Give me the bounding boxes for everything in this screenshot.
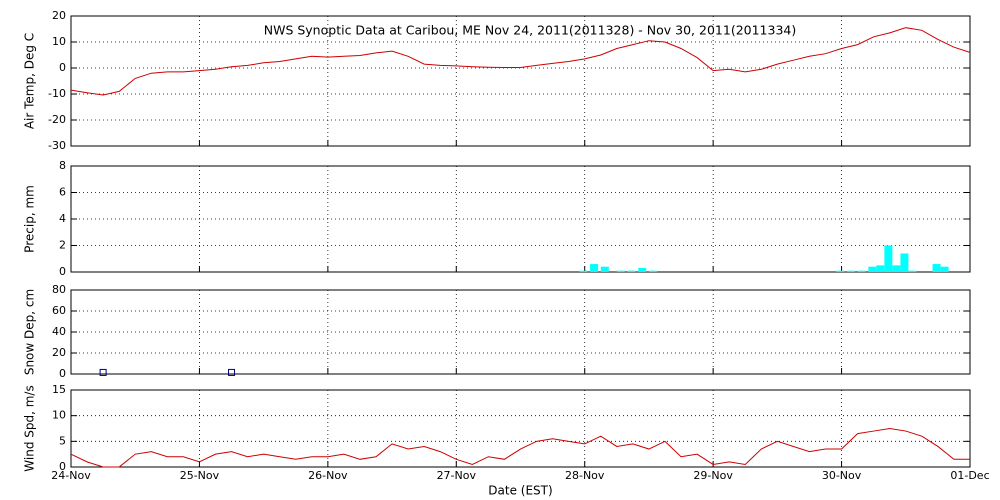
y-tick-label: 0 bbox=[59, 460, 66, 473]
y-tick-label: 80 bbox=[52, 283, 66, 296]
precip-bar bbox=[940, 266, 949, 272]
y-axis-label: Wind Spd, m/s bbox=[23, 385, 37, 471]
y-tick-label: 0 bbox=[59, 61, 66, 74]
precip-bar bbox=[616, 270, 625, 272]
snow-marker bbox=[99, 368, 107, 376]
x-tick-label: 27-Nov bbox=[437, 469, 477, 482]
y-tick-label: 15 bbox=[52, 383, 66, 396]
panel-frame bbox=[70, 15, 971, 147]
y-tick-label: 0 bbox=[59, 265, 66, 278]
x-tick-label: 24-Nov bbox=[51, 469, 91, 482]
x-tick-label: 26-Nov bbox=[308, 469, 348, 482]
precip-bar bbox=[908, 270, 917, 272]
x-tick-label: 29-Nov bbox=[693, 469, 733, 482]
x-tick-label: 01-Dec bbox=[950, 469, 989, 482]
y-tick-label: -20 bbox=[48, 113, 66, 126]
data-line bbox=[70, 27, 971, 96]
precip-bar bbox=[884, 245, 893, 272]
y-tick-label: 10 bbox=[52, 35, 66, 48]
y-tick-label: 20 bbox=[52, 346, 66, 359]
precip-bar bbox=[892, 265, 901, 272]
y-tick-label: 60 bbox=[52, 304, 66, 317]
y-axis-label: Snow Dep, cm bbox=[23, 289, 37, 375]
precip-bar bbox=[932, 264, 941, 272]
x-tick-label: 30-Nov bbox=[822, 469, 862, 482]
y-tick-label: -10 bbox=[48, 87, 66, 100]
precip-bar bbox=[590, 264, 599, 272]
precip-bar bbox=[627, 270, 636, 272]
y-tick-label: 6 bbox=[59, 186, 66, 199]
x-tick-label: 25-Nov bbox=[180, 469, 220, 482]
precip-bar bbox=[638, 268, 647, 272]
precip-bar bbox=[600, 266, 609, 272]
y-tick-label: 8 bbox=[59, 159, 66, 172]
y-tick-label: 0 bbox=[59, 367, 66, 380]
y-tick-label: 5 bbox=[59, 434, 66, 447]
precip-bar bbox=[857, 270, 866, 272]
precip-bar bbox=[579, 270, 588, 272]
precip-bar bbox=[876, 265, 885, 272]
precip-bar bbox=[846, 270, 855, 272]
y-tick-label: 10 bbox=[52, 409, 66, 422]
y-tick-label: 2 bbox=[59, 239, 66, 252]
panel-frame bbox=[70, 389, 971, 468]
x-tick-label: 28-Nov bbox=[565, 469, 605, 482]
y-tick-label: 40 bbox=[52, 325, 66, 338]
y-tick-label: 4 bbox=[59, 212, 66, 225]
chart-title: NWS Synoptic Data at Caribou, ME Nov 24,… bbox=[264, 23, 797, 38]
y-axis-label: Air Temp, Deg C bbox=[23, 33, 37, 129]
y-tick-label: 20 bbox=[52, 9, 66, 22]
y-tick-label: -30 bbox=[48, 139, 66, 152]
snow-marker bbox=[228, 368, 236, 376]
data-line bbox=[70, 427, 970, 468]
precip-bar bbox=[868, 266, 877, 272]
precip-bar bbox=[900, 253, 909, 272]
y-axis-label: Precip, mm bbox=[23, 185, 37, 253]
x-axis-label: Date (EST) bbox=[488, 484, 552, 498]
precip-bar bbox=[648, 270, 657, 272]
precip-bar bbox=[836, 270, 845, 272]
